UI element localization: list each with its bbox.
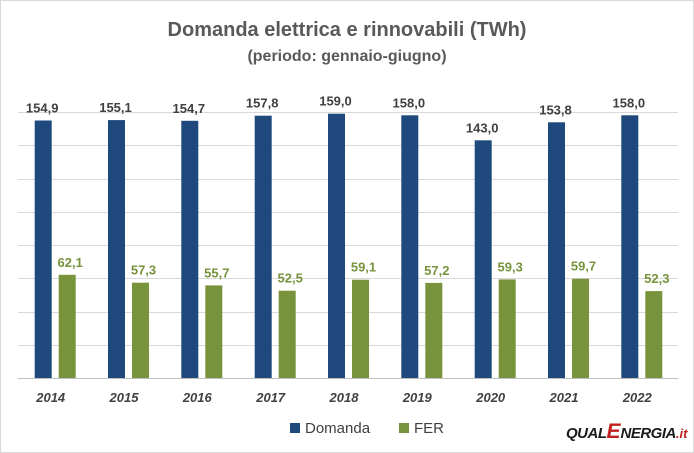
data-label-fer-2020: 59,3: [498, 259, 523, 274]
bar-domanda-2019: [401, 115, 419, 379]
bar-domanda-2015: [108, 120, 125, 378]
bar-domanda-2014: [34, 120, 52, 378]
data-label-fer-2015: 57,3: [131, 263, 156, 278]
bar-domanda-2020: [474, 140, 492, 378]
legend-label-fer: FER: [414, 420, 444, 437]
x-tick-2017: 2017: [255, 390, 286, 405]
x-tick-2018: 2018: [329, 390, 360, 405]
bar-fer-2020: [498, 279, 516, 378]
legend-swatch-domanda: [290, 423, 300, 433]
bar-fer-2015: [132, 282, 149, 378]
data-label-fer-2018: 59,1: [351, 260, 376, 275]
data-label-domanda-2019: 158,0: [393, 95, 426, 110]
data-label-domanda-2021: 153,8: [539, 102, 572, 117]
data-label-domanda-2014: 154,9: [26, 101, 59, 116]
data-label-domanda-2020: 143,0: [466, 120, 499, 135]
data-label-fer-2016: 55,7: [204, 265, 229, 280]
bar-fer-2016: [205, 285, 223, 378]
data-label-fer-2017: 52,5: [278, 271, 303, 286]
data-label-fer-2019: 57,2: [424, 263, 449, 278]
bar-fer-2018: [352, 279, 369, 378]
bar-domanda-2016: [181, 120, 199, 379]
x-tick-2019: 2019: [402, 390, 433, 405]
x-tick-2014: 2014: [35, 390, 66, 405]
bar-domanda-2021: [548, 122, 565, 378]
data-label-domanda-2015: 155,1: [99, 100, 132, 115]
data-label-domanda-2016: 154,7: [173, 101, 206, 116]
bar-fer-2017: [278, 290, 296, 378]
chart-title: Domanda elettrica e rinnovabili (TWh): [168, 19, 527, 41]
data-label-fer-2021: 59,7: [571, 259, 596, 274]
bar-fer-2022: [645, 291, 663, 378]
legend-label-domanda: Domanda: [305, 420, 371, 437]
bar-fer-2019: [425, 282, 443, 378]
gridlines: [18, 112, 678, 379]
x-tick-2021: 2021: [549, 390, 579, 405]
x-tick-2022: 2022: [622, 390, 653, 405]
qualenergia-logo: QUALENERGIA.it: [566, 420, 688, 443]
x-tick-2016: 2016: [182, 390, 213, 405]
bar-fer-2014: [58, 274, 76, 378]
data-label-fer-2014: 62,1: [58, 255, 83, 270]
bar-fer-2021: [572, 278, 589, 378]
data-label-fer-2022: 52,3: [644, 271, 669, 286]
bars: [34, 113, 663, 379]
bar-domanda-2018: [328, 113, 345, 378]
chart-subtitle: (periodo: gennaio-giugno): [247, 48, 446, 65]
data-label-domanda-2018: 159,0: [319, 94, 352, 109]
legend: Domanda FER: [290, 420, 444, 437]
x-axis-ticks: 2014 2015 2016 2017 2018 2019 2020 2021 2022: [35, 390, 652, 405]
bar-domanda-2022: [621, 115, 639, 379]
x-tick-2015: 2015: [109, 390, 140, 405]
data-label-domanda-2022: 158,0: [613, 95, 646, 110]
data-label-domanda-2017: 157,8: [246, 96, 279, 111]
data-labels: 154,9 62,1 155,1 57,3 154,7 55,7 157,8 52,5 159,…: [26, 94, 670, 286]
legend-swatch-fer: [399, 423, 409, 433]
x-tick-2020: 2020: [475, 390, 506, 405]
bar-domanda-2017: [254, 115, 272, 378]
